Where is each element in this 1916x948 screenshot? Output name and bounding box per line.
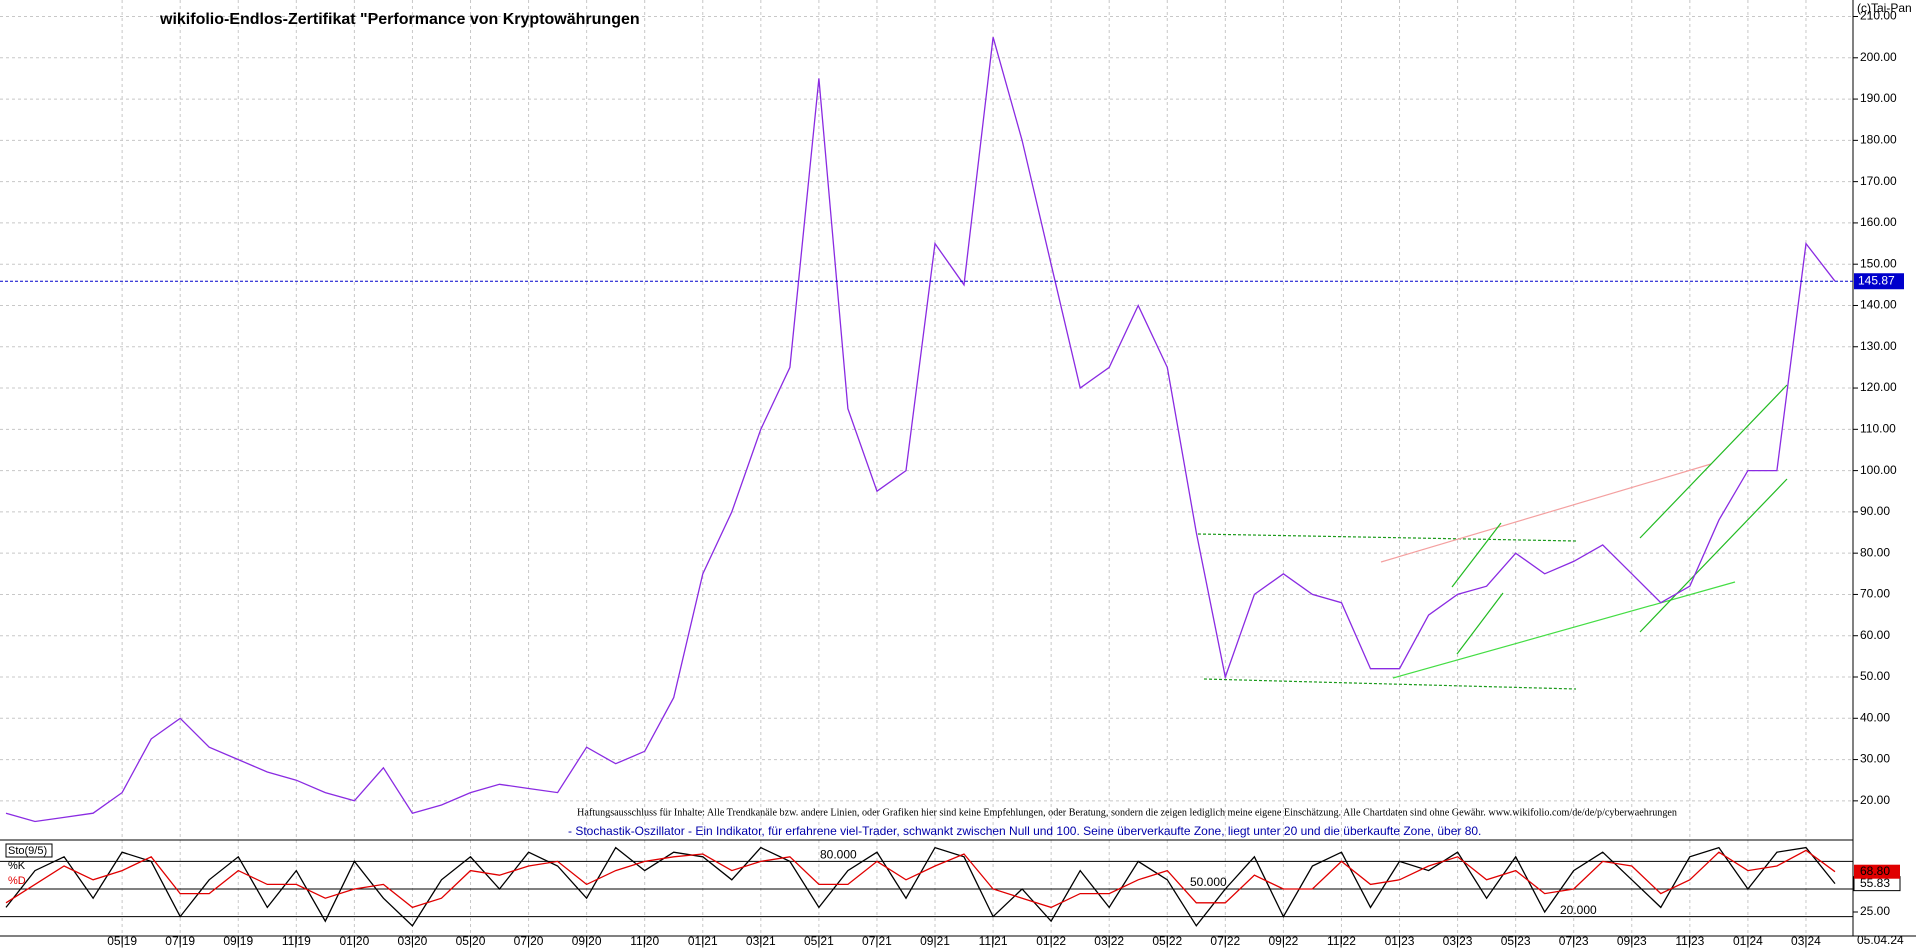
x-tick-label: 07|19 xyxy=(165,934,195,948)
y-tick-label: 70.00 xyxy=(1860,587,1890,601)
x-tick-label: 07|21 xyxy=(862,934,892,948)
x-tick-label: 05|20 xyxy=(456,934,486,948)
copyright: (c)Tai-Pan xyxy=(1857,1,1912,15)
y-tick-label: 210.00 xyxy=(1860,9,1897,23)
x-tick-label: 11|23 xyxy=(1675,934,1704,948)
level-label: 80.000 xyxy=(820,848,857,862)
y-tick-label: 200.00 xyxy=(1860,50,1897,64)
y-tick-label: 170.00 xyxy=(1860,174,1897,188)
x-tick-label: 11|20 xyxy=(630,934,659,948)
y-tick-label: 140.00 xyxy=(1860,298,1897,312)
trendline xyxy=(1639,478,1788,633)
price-label: 145.87 xyxy=(1858,273,1895,287)
x-tick-label: 03|21 xyxy=(746,934,776,948)
value-box xyxy=(1854,864,1900,879)
y-tick-label: 50.00 xyxy=(1860,669,1890,683)
x-tick-label: 11|22 xyxy=(1327,934,1356,948)
x-tick-label: 03|20 xyxy=(398,934,428,948)
level-label: 20.000 xyxy=(1560,903,1597,917)
x-tick-label: 01|22 xyxy=(1036,934,1066,948)
x-tick-label: 09|23 xyxy=(1617,934,1647,948)
trendline xyxy=(1380,463,1712,563)
indicator-description: - Stochastik-Oszillator - Ein Indikator,… xyxy=(568,824,1481,838)
y-tick-label: 20.00 xyxy=(1860,793,1890,807)
y-tick-label: 180.00 xyxy=(1860,133,1897,147)
x-tick-label: 01|21 xyxy=(688,934,718,948)
x-tick-label: 03|24 xyxy=(1791,934,1821,948)
x-tick-label: 01|23 xyxy=(1385,934,1415,948)
series-line xyxy=(5,37,1836,823)
trendline xyxy=(1203,678,1577,690)
x-tick-label: 09|21 xyxy=(920,934,950,948)
indicator-name: Sto(9/5) xyxy=(8,845,47,857)
x-tick-label: 09|19 xyxy=(223,934,253,948)
trendline xyxy=(1197,533,1577,542)
x-tick-label: 01|24 xyxy=(1733,934,1763,948)
price-box xyxy=(1854,273,1904,290)
x-tick-label: 11|19 xyxy=(282,934,311,948)
y-tick-label: 110.00 xyxy=(1860,421,1896,435)
x-tick-label: 05|19 xyxy=(107,934,137,948)
trendline xyxy=(1451,522,1502,588)
indicator-box xyxy=(5,843,53,858)
y-tick-label: 150.00 xyxy=(1860,256,1897,270)
x-tick-label: 09|20 xyxy=(572,934,602,948)
y-tick-label: 80.00 xyxy=(1860,545,1890,559)
y-tick-label: 25.00 xyxy=(1860,904,1890,918)
legend-entry: %K xyxy=(8,860,26,872)
legend-entry: %D xyxy=(8,875,26,887)
trendlines xyxy=(1197,384,1788,690)
trendline xyxy=(1639,384,1788,539)
y-tick-label: 40.00 xyxy=(1860,710,1890,724)
level-label: 50.000 xyxy=(1190,875,1227,889)
grid xyxy=(0,0,1853,936)
x-tick-label: 01|20 xyxy=(339,934,369,948)
y-tick-label: 30.00 xyxy=(1860,752,1890,766)
value-label: 68.80 xyxy=(1860,864,1890,878)
x-tick-label: 07|22 xyxy=(1210,934,1240,948)
x-tick-label: 05|23 xyxy=(1501,934,1531,948)
x-tick-label: 09|22 xyxy=(1268,934,1298,948)
series-line xyxy=(5,849,1836,909)
y-tick-label: 120.00 xyxy=(1860,380,1897,394)
disclaimer: Haftungsausschluss für Inhalte: Alle Tre… xyxy=(577,807,1677,818)
x-tick-label: 05|22 xyxy=(1152,934,1182,948)
trendline xyxy=(1456,592,1504,655)
y-tick-label: 100.00 xyxy=(1860,463,1897,477)
value-label: 55.83 xyxy=(1860,876,1890,890)
y-tick-label: 160.00 xyxy=(1860,215,1897,229)
chart-title: wikifolio-Endlos-Zertifikat "Performance… xyxy=(159,11,640,28)
y-tick-label: 60.00 xyxy=(1860,628,1890,642)
trendline xyxy=(1392,581,1736,679)
x-tick-label: 03|22 xyxy=(1094,934,1124,948)
x-tick-label: 05|21 xyxy=(804,934,834,948)
y-tick-label: 130.00 xyxy=(1860,339,1897,353)
x-tick-label: 11|21 xyxy=(979,934,1008,948)
date-label: 05.04.24 xyxy=(1857,933,1904,947)
x-tick-label: 07|23 xyxy=(1559,934,1589,948)
plot: 05|19 07|19 09|19 11|19 01|20 03|20 05|20 07|20… xyxy=(0,9,1904,948)
x-tick-label: 07|20 xyxy=(514,934,544,948)
y-tick-label: 190.00 xyxy=(1860,91,1897,105)
x-tick-label: 03|23 xyxy=(1443,934,1473,948)
y-tick-label: 90.00 xyxy=(1860,504,1890,518)
